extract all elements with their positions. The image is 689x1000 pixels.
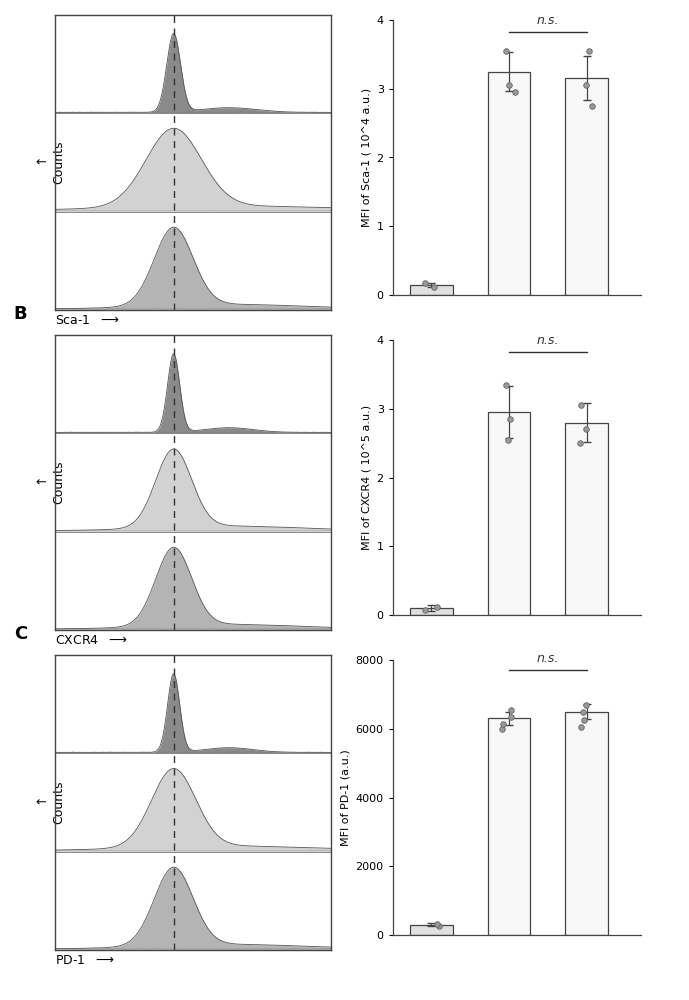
X-axis label: PD-1  $\longrightarrow$: PD-1 $\longrightarrow$: [55, 954, 114, 967]
Bar: [565, 712, 608, 935]
X-axis label: CXCR4  $\longrightarrow$: CXCR4 $\longrightarrow$: [55, 634, 127, 647]
Bar: [488, 412, 531, 615]
Bar: [565, 423, 608, 615]
X-axis label: Sca-1  $\longrightarrow$: Sca-1 $\longrightarrow$: [55, 314, 120, 327]
Bar: [410, 285, 453, 295]
Text: n.s.: n.s.: [537, 652, 559, 665]
Text: C: C: [14, 625, 27, 643]
Y-axis label: MFI of Sca-1 ( 10^4 a.u.): MFI of Sca-1 ( 10^4 a.u.): [361, 88, 371, 227]
Bar: [488, 72, 531, 295]
Bar: [488, 718, 531, 935]
Bar: [410, 925, 453, 935]
Y-axis label: $\uparrow$
Counts: $\uparrow$ Counts: [37, 141, 65, 184]
Text: A: A: [14, 0, 28, 3]
Bar: [410, 608, 453, 615]
Y-axis label: MFI of CXCR4 ( 10^5 a.u.): MFI of CXCR4 ( 10^5 a.u.): [361, 405, 371, 550]
Text: n.s.: n.s.: [537, 334, 559, 347]
Y-axis label: MFI of PD-1 (a.u.): MFI of PD-1 (a.u.): [340, 749, 350, 846]
Y-axis label: $\uparrow$
Counts: $\uparrow$ Counts: [37, 461, 65, 504]
Y-axis label: $\uparrow$
Counts: $\uparrow$ Counts: [37, 781, 65, 824]
Text: n.s.: n.s.: [537, 14, 559, 27]
Text: B: B: [14, 305, 28, 323]
Bar: [565, 78, 608, 295]
